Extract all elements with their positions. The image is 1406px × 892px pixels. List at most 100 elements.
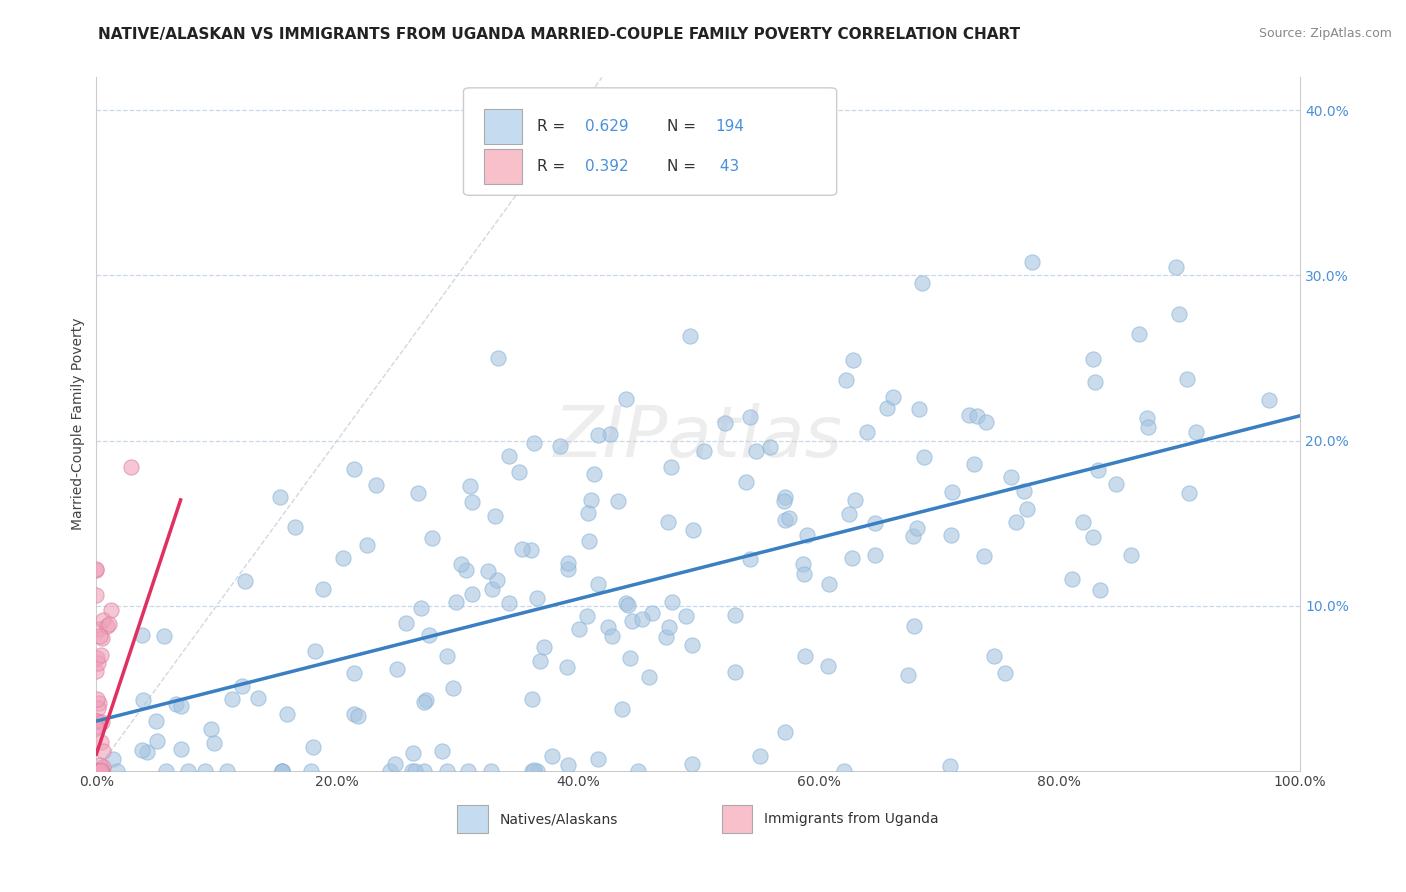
Point [602, 629, 624, 643]
Text: 0.629: 0.629 [585, 119, 628, 134]
Point [436, 648, 458, 663]
Point [131, 693, 153, 707]
Point [90, 735, 112, 749]
Text: R =: R = [537, 159, 565, 174]
Point [498, 449, 520, 463]
Point [745, 443, 768, 458]
Point [96, 618, 118, 632]
Point [876, 401, 898, 415]
Point [658, 620, 681, 634]
Point [901, 529, 924, 543]
Point [983, 649, 1005, 664]
Point [533, 640, 555, 654]
Point [231, 679, 253, 693]
Point [863, 516, 886, 530]
Point [724, 665, 747, 680]
Point [86, 764, 108, 778]
Point [912, 450, 935, 465]
Point [170, 741, 193, 756]
Point [413, 764, 436, 778]
Point [1105, 477, 1128, 491]
Point [520, 542, 543, 557]
Point [1119, 548, 1142, 562]
Point [557, 758, 579, 772]
Point [91, 764, 114, 778]
Point [1015, 501, 1038, 516]
Point [378, 764, 401, 778]
Point [579, 492, 602, 507]
Point [619, 651, 641, 665]
Point [617, 598, 640, 612]
Point [395, 615, 418, 630]
Point [415, 693, 437, 707]
Point [1005, 515, 1028, 529]
Point [89, 758, 111, 772]
Point [586, 576, 609, 591]
Point [86, 719, 108, 733]
Point [86, 714, 108, 729]
Point [446, 595, 468, 609]
Point [817, 577, 839, 591]
Point [311, 582, 333, 596]
Point [87, 656, 110, 670]
Point [284, 520, 307, 534]
Point [484, 509, 506, 524]
Point [1012, 484, 1035, 499]
Point [939, 528, 962, 542]
Text: Source: ZipAtlas.com: Source: ZipAtlas.com [1258, 27, 1392, 40]
Point [749, 749, 772, 764]
Point [86, 764, 108, 778]
Point [221, 691, 243, 706]
Point [1136, 411, 1159, 425]
Point [356, 538, 378, 552]
Point [135, 745, 157, 759]
Point [607, 494, 630, 508]
Point [908, 401, 931, 416]
Point [582, 467, 605, 481]
Text: Natives/Alaskans: Natives/Alaskans [499, 812, 619, 826]
Point [86, 764, 108, 778]
Point [86, 764, 108, 778]
Point [1178, 486, 1201, 500]
Point [155, 764, 177, 778]
Point [485, 573, 508, 587]
Point [90, 763, 112, 777]
Point [734, 475, 756, 489]
Point [621, 615, 644, 629]
Point [841, 551, 863, 566]
Point [86, 764, 108, 778]
Point [1081, 530, 1104, 544]
Text: 43: 43 [716, 159, 740, 174]
Point [299, 764, 322, 778]
Text: N =: N = [666, 119, 696, 134]
Point [202, 736, 225, 750]
Point [541, 748, 564, 763]
Point [86, 664, 108, 678]
Point [844, 493, 866, 508]
Point [576, 506, 599, 520]
Point [681, 757, 703, 772]
Point [1184, 425, 1206, 440]
Point [778, 511, 800, 525]
Point [145, 714, 167, 728]
Point [655, 630, 678, 644]
Point [679, 329, 702, 343]
Point [1164, 260, 1187, 275]
Point [599, 427, 621, 442]
Point [406, 486, 429, 500]
Point [714, 417, 737, 431]
Point [456, 563, 478, 577]
Text: NATIVE/ALASKAN VS IMMIGRANTS FROM UGANDA MARRIED-COUPLE FAMILY POVERTY CORRELATI: NATIVE/ALASKAN VS IMMIGRANTS FROM UGANDA… [98, 27, 1021, 42]
Point [481, 582, 503, 596]
Point [508, 465, 530, 479]
Point [586, 752, 609, 766]
Point [86, 764, 108, 778]
Point [90, 714, 112, 729]
Point [523, 764, 546, 778]
Point [557, 562, 579, 576]
Point [963, 457, 986, 471]
Point [87, 701, 110, 715]
Point [834, 373, 856, 387]
Point [586, 428, 609, 442]
Point [882, 390, 904, 404]
